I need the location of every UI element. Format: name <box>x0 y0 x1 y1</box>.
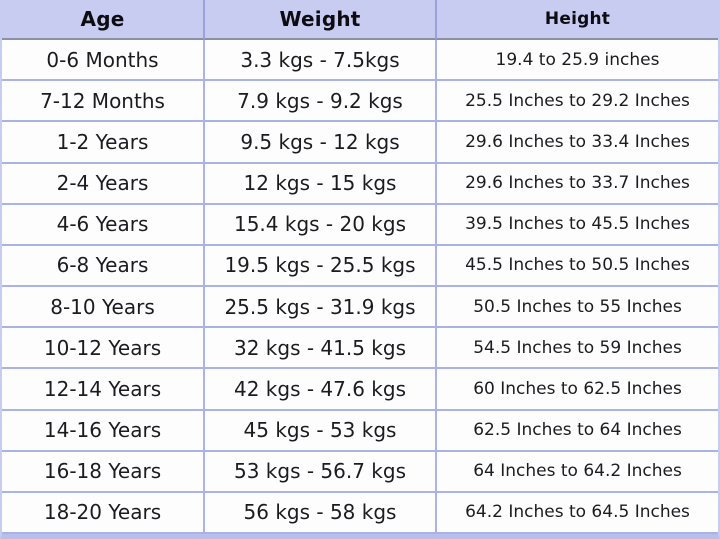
age-cell: 8-10 Years <box>2 287 205 329</box>
weight-cell: 3.3 kgs - 7.5kgs <box>205 40 437 82</box>
height-cell: 29.6 Inches to 33.4 Inches <box>437 122 718 164</box>
age-cell: 4-6 Years <box>2 204 205 246</box>
age-cell: 2-4 Years <box>2 163 205 205</box>
weight-cell: 53 kgs - 56.7 kgs <box>205 451 437 493</box>
age-cell: 1-2 Years <box>2 122 205 164</box>
age-cell: 7-12 Months <box>2 81 205 123</box>
column-header-weight: Weight <box>205 0 437 40</box>
weight-cell: 15.4 kgs - 20 kgs <box>205 204 437 246</box>
age-cell: 12-14 Years <box>2 369 205 411</box>
column-header-height: Height <box>437 0 718 40</box>
weight-cell: 32 kgs - 41.5 kgs <box>205 328 437 370</box>
height-cell: 19.4 to 25.9 inches <box>437 40 718 82</box>
height-cell: 54.5 Inches to 59 Inches <box>437 328 718 370</box>
age-cell: 16-18 Years <box>2 451 205 493</box>
height-cell: 64.2 Inches to 64.5 Inches <box>437 492 718 534</box>
weight-cell: 56 kgs - 58 kgs <box>205 492 437 534</box>
height-cell: 29.6 Inches to 33.7 Inches <box>437 163 718 205</box>
height-cell: 45.5 Inches to 50.5 Inches <box>437 245 718 287</box>
weight-cell: 19.5 kgs - 25.5 kgs <box>205 245 437 287</box>
age-cell: 18-20 Years <box>2 492 205 534</box>
weight-cell: 25.5 kgs - 31.9 kgs <box>205 287 437 329</box>
age-cell: 0-6 Months <box>2 40 205 82</box>
height-cell: 60 Inches to 62.5 Inches <box>437 369 718 411</box>
age-cell: 6-8 Years <box>2 245 205 287</box>
column-header-age: Age <box>2 0 205 40</box>
weight-cell: 9.5 kgs - 12 kgs <box>205 122 437 164</box>
weight-cell: 12 kgs - 15 kgs <box>205 163 437 205</box>
height-cell: 50.5 Inches to 55 Inches <box>437 287 718 329</box>
weight-cell: 7.9 kgs - 9.2 kgs <box>205 81 437 123</box>
height-cell: 25.5 Inches to 29.2 Inches <box>437 81 718 123</box>
weight-cell: 42 kgs - 47.6 kgs <box>205 369 437 411</box>
height-cell: 62.5 Inches to 64 Inches <box>437 410 718 452</box>
age-cell: 14-16 Years <box>2 410 205 452</box>
age-cell: 10-12 Years <box>2 328 205 370</box>
height-cell: 39.5 Inches to 45.5 Inches <box>437 204 718 246</box>
height-cell: 64 Inches to 64.2 Inches <box>437 451 718 493</box>
weight-cell: 45 kgs - 53 kgs <box>205 410 437 452</box>
